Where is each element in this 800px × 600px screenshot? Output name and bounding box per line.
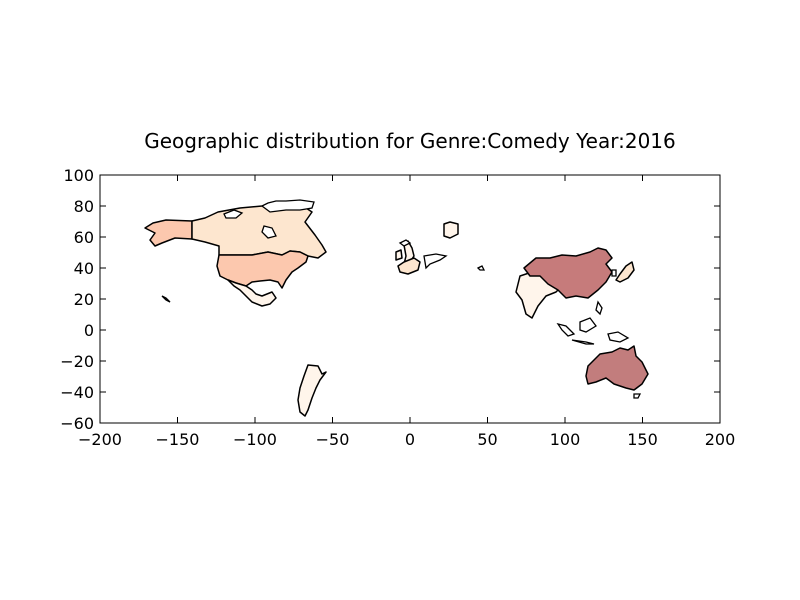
y-tick-label: 80 <box>74 197 94 216</box>
region-canada <box>191 201 327 259</box>
map-countries <box>144 199 649 417</box>
region-ireland <box>395 249 403 261</box>
region-outline-new-guinea <box>607 331 630 343</box>
region-outline-italy <box>423 253 448 270</box>
y-tick-label: 40 <box>74 259 94 278</box>
y-axis: 100 80 60 40 20 0 −20 −40 −60 <box>60 166 720 433</box>
region-norway <box>443 221 459 239</box>
y-tick-label: 60 <box>74 228 94 247</box>
x-tick-label: 50 <box>477 430 497 449</box>
x-tick-label: −150 <box>156 430 200 449</box>
region-japan <box>615 261 635 283</box>
region-mexico <box>227 279 277 307</box>
region-outline-greenland-islands <box>260 199 315 213</box>
region-outline-iceland <box>398 239 412 247</box>
x-tick-label: −200 <box>78 430 122 449</box>
region-france <box>397 257 421 275</box>
y-tick-label: −60 <box>60 414 94 433</box>
region-outline-hudson-area <box>261 225 277 239</box>
region-outline-tasmania <box>633 393 642 399</box>
region-outline-java <box>571 339 595 345</box>
y-tick-label: 100 <box>63 166 94 185</box>
y-tick-label: 0 <box>84 321 94 340</box>
region-outline-sumatra <box>556 322 576 337</box>
y-tick-label: −40 <box>60 383 94 402</box>
x-tick-label: 200 <box>705 430 736 449</box>
y-tick-label: 20 <box>74 290 94 309</box>
x-tick-label: −100 <box>233 430 277 449</box>
x-tick-label: 0 <box>405 430 415 449</box>
region-australia <box>585 345 649 391</box>
region-argentina <box>297 364 327 417</box>
region-outline-philippines <box>595 300 603 316</box>
region-alaska <box>144 219 193 247</box>
y-tick-label: −20 <box>60 352 94 371</box>
region-outline-hawaii <box>161 295 171 303</box>
x-axis: −200 −150 −100 −50 0 50 100 150 200 <box>78 175 735 449</box>
x-tick-label: 100 <box>550 430 581 449</box>
x-tick-label: 150 <box>627 430 658 449</box>
region-outline-arctic-islands <box>223 209 244 219</box>
x-tick-label: −50 <box>316 430 350 449</box>
map-outline-fragments <box>161 199 642 399</box>
chart-title: Geographic distribution for Genre:Comedy… <box>144 129 676 153</box>
region-outline-korea <box>611 269 617 277</box>
region-outline-borneo <box>579 317 597 333</box>
region-outline-iran <box>476 265 486 271</box>
